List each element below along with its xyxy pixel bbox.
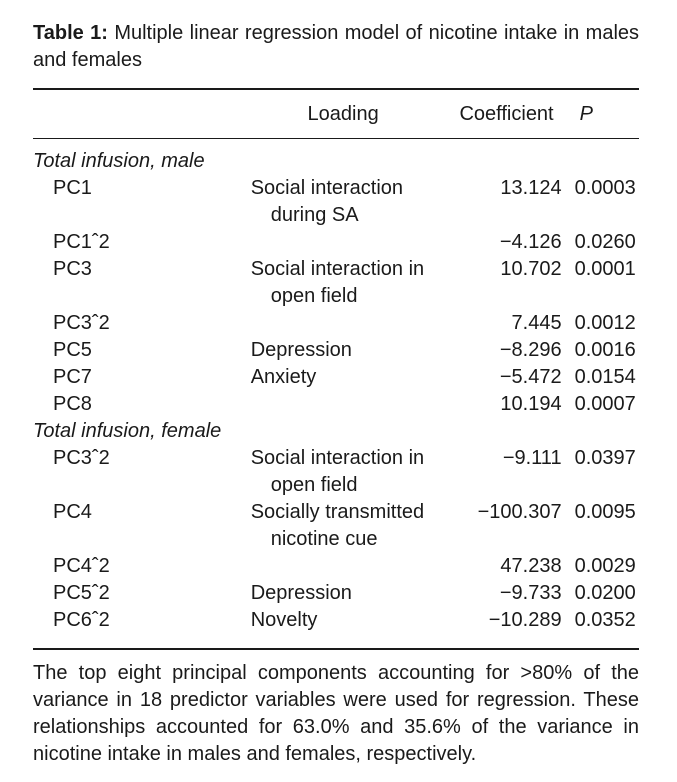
table-row: PC3 Social interaction in open field 10.70…	[33, 256, 639, 310]
p-value-cell: 0.0012	[574, 312, 636, 334]
header-rule	[33, 138, 639, 139]
coefficient-cell: 10.194	[500, 393, 562, 415]
table-caption-text: Multiple linear regression model of nico…	[33, 22, 640, 71]
coefficient-cell: −4.126	[499, 231, 562, 253]
header-loading: Loading	[307, 102, 379, 125]
group-row: Total infusion, female	[33, 418, 639, 445]
p-value-cell: 0.0154	[574, 366, 636, 388]
table-row: PC5 Depression −8.296 0.0016	[33, 337, 639, 364]
p-value-cell: 0.0260	[574, 231, 636, 253]
coefficient-cell: 7.445	[511, 312, 562, 334]
loading-cell	[251, 310, 453, 337]
loading-cell	[251, 229, 453, 256]
component-cell: PC4	[53, 501, 92, 523]
component-cell: PC7	[53, 366, 92, 388]
p-value-cell: 0.0016	[574, 339, 636, 361]
top-rule	[33, 88, 639, 90]
component-cell: PC6ˆ2	[53, 609, 110, 631]
bottom-rule	[33, 648, 639, 650]
p-value-cell: 0.0007	[574, 393, 636, 415]
p-value-cell: 0.0397	[574, 447, 636, 469]
table-figure: Table 1: Multiple linear regression mode…	[33, 20, 639, 768]
loading-cell	[251, 391, 453, 418]
group-row: Total infusion, male	[33, 148, 639, 175]
table-row: PC8 10.194 0.0007	[33, 391, 639, 418]
coefficient-cell: −10.289	[488, 609, 562, 631]
loading-cell: Depression	[251, 337, 453, 364]
p-value-cell: 0.0095	[574, 501, 636, 523]
table-row: PC1 Social interaction during SA 13.124 0.0…	[33, 175, 639, 229]
coefficient-cell: −8.296	[499, 339, 562, 361]
header-coefficient: Coefficient	[459, 102, 554, 125]
p-value-cell: 0.0029	[574, 555, 636, 577]
loading-text: Social interaction during SA	[250, 177, 404, 226]
loading-cell: Anxiety	[251, 364, 453, 391]
coefficient-cell: −9.111	[502, 447, 562, 469]
component-cell: PC3ˆ2	[53, 447, 110, 469]
table-row: PC7 Anxiety −5.472 0.0154	[33, 364, 639, 391]
table-row: PC3ˆ2 Social interaction in open field −9.…	[33, 445, 639, 499]
table-row: PC3ˆ2 7.445 0.0012	[33, 310, 639, 337]
p-value-cell: 0.0200	[574, 582, 636, 604]
component-cell: PC3	[53, 258, 92, 280]
coefficient-cell: −9.733	[499, 582, 562, 604]
loading-cell: Social interaction during SA	[251, 175, 453, 229]
header-component	[33, 90, 233, 138]
component-cell: PC1	[53, 177, 92, 199]
loading-text: Depression	[250, 339, 352, 361]
loading-cell: Depression	[251, 580, 453, 607]
table-caption-label: Table 1:	[33, 22, 108, 44]
table-row: PC1ˆ2 −4.126 0.0260	[33, 229, 639, 256]
loading-text: Anxiety	[250, 366, 317, 388]
coefficient-cell: −100.307	[477, 501, 562, 523]
p-value-cell: 0.0001	[574, 258, 636, 280]
coefficient-cell: −5.472	[499, 366, 562, 388]
table-row: PC4 Socially transmitted nicotine cue −100…	[33, 499, 639, 553]
loading-cell: Social interaction in open field	[251, 445, 453, 499]
component-cell: PC5ˆ2	[53, 582, 110, 604]
table-row: PC4ˆ2 47.238 0.0029	[33, 553, 639, 580]
group-title: Total infusion, male	[33, 150, 205, 172]
header-p: P	[579, 102, 593, 125]
coefficient-cell: 13.124	[500, 177, 562, 199]
loading-cell	[251, 553, 453, 580]
component-cell: PC3ˆ2	[53, 312, 110, 334]
component-cell: PC5	[53, 339, 92, 361]
component-cell: PC1ˆ2	[53, 231, 110, 253]
p-value-cell: 0.0003	[574, 177, 636, 199]
component-cell: PC8	[53, 393, 92, 415]
regression-table-body: Total infusion, male PC1 Social interactio…	[33, 148, 639, 634]
regression-table: Loading Coefficient P	[33, 90, 639, 138]
table-row: PC6ˆ2 Novelty −10.289 0.0352	[33, 607, 639, 634]
loading-text: Socially transmitted nicotine cue	[250, 501, 425, 550]
p-value-cell: 0.0352	[574, 609, 636, 631]
group-title: Total infusion, female	[33, 420, 222, 442]
loading-text: Social interaction in open field	[250, 447, 425, 496]
table-caption: Table 1: Multiple linear regression mode…	[33, 20, 639, 74]
loading-text: Depression	[250, 582, 352, 604]
loading-text: Social interaction in open field	[250, 258, 425, 307]
loading-text: Novelty	[250, 609, 318, 631]
coefficient-cell: 10.702	[500, 258, 562, 280]
header-row: Loading Coefficient P	[33, 90, 639, 138]
coefficient-cell: 47.238	[500, 555, 562, 577]
table-footnote: The top eight principal components accou…	[33, 662, 639, 765]
loading-cell: Socially transmitted nicotine cue	[251, 499, 453, 553]
loading-cell: Novelty	[251, 607, 453, 634]
component-cell: PC4ˆ2	[53, 555, 110, 577]
loading-cell: Social interaction in open field	[251, 256, 453, 310]
table-row: PC5ˆ2 Depression −9.733 0.0200	[33, 580, 639, 607]
